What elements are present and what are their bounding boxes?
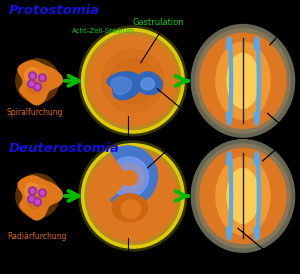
Circle shape	[34, 71, 48, 85]
Circle shape	[35, 200, 39, 204]
Ellipse shape	[191, 25, 295, 137]
Ellipse shape	[191, 140, 295, 252]
Text: Deuterostomia: Deuterostomia	[9, 142, 120, 155]
Circle shape	[16, 174, 59, 218]
Circle shape	[28, 195, 41, 209]
Polygon shape	[107, 72, 142, 100]
Circle shape	[34, 186, 48, 200]
Ellipse shape	[200, 149, 286, 243]
Circle shape	[82, 144, 184, 248]
Circle shape	[85, 32, 181, 129]
Polygon shape	[102, 49, 164, 112]
Polygon shape	[111, 58, 155, 103]
Circle shape	[28, 187, 37, 195]
Circle shape	[38, 80, 49, 92]
Ellipse shape	[196, 144, 290, 248]
Circle shape	[30, 197, 34, 201]
Text: Gastrulation: Gastrulation	[133, 18, 184, 27]
Circle shape	[31, 189, 34, 193]
Circle shape	[35, 85, 39, 89]
Circle shape	[30, 82, 34, 86]
Circle shape	[34, 198, 41, 206]
Circle shape	[25, 183, 40, 199]
Circle shape	[79, 26, 187, 136]
Text: Protostomia: Protostomia	[9, 4, 100, 17]
Circle shape	[28, 195, 35, 203]
Polygon shape	[121, 200, 141, 218]
Circle shape	[31, 74, 34, 78]
Polygon shape	[111, 77, 132, 95]
Circle shape	[25, 68, 40, 84]
Circle shape	[40, 191, 44, 195]
Circle shape	[28, 72, 37, 80]
Polygon shape	[117, 157, 148, 197]
Circle shape	[88, 36, 177, 126]
Text: Radiärfurchung: Radiärfurchung	[8, 232, 67, 241]
Circle shape	[85, 147, 181, 244]
Ellipse shape	[227, 53, 259, 108]
Polygon shape	[138, 72, 162, 95]
Circle shape	[16, 59, 59, 103]
Circle shape	[88, 151, 177, 241]
Ellipse shape	[216, 157, 270, 235]
Text: Spiralfurchung: Spiralfurchung	[6, 108, 63, 117]
Polygon shape	[112, 194, 148, 222]
Circle shape	[38, 189, 46, 197]
Polygon shape	[111, 146, 158, 206]
Text: Acht-Zell-Stadium: Acht-Zell-Stadium	[72, 28, 135, 34]
Circle shape	[40, 76, 44, 80]
Circle shape	[34, 83, 41, 91]
Circle shape	[38, 74, 46, 82]
Polygon shape	[18, 176, 62, 220]
Polygon shape	[141, 78, 154, 90]
Circle shape	[82, 28, 184, 133]
Circle shape	[28, 80, 41, 94]
Ellipse shape	[196, 29, 290, 133]
Ellipse shape	[200, 33, 286, 128]
Polygon shape	[18, 61, 62, 105]
Ellipse shape	[227, 169, 259, 223]
Circle shape	[28, 80, 35, 88]
Circle shape	[79, 141, 187, 251]
Circle shape	[38, 195, 49, 207]
Ellipse shape	[216, 42, 270, 119]
